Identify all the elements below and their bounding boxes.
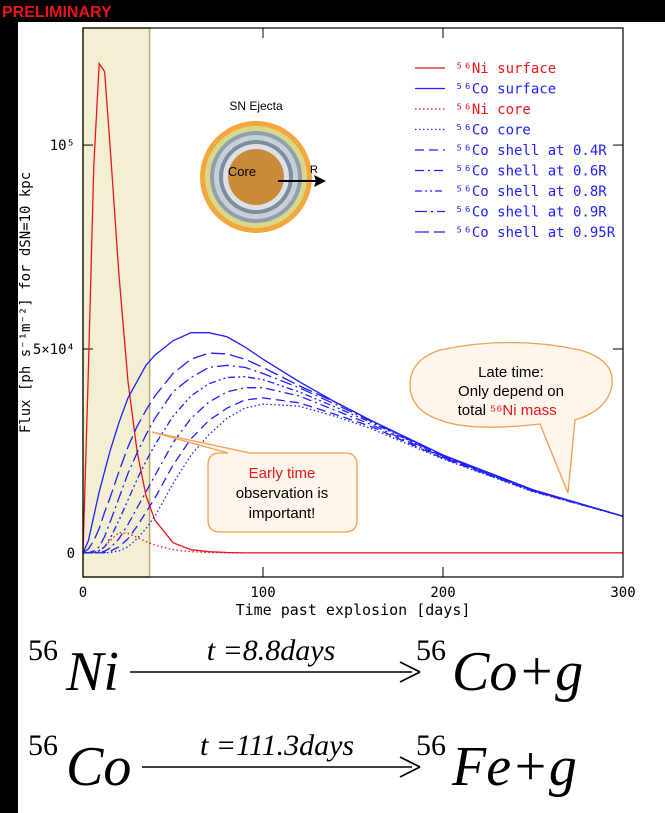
x-tick-label: 0 <box>79 585 87 601</box>
tag: PRELIMINARY <box>2 4 112 21</box>
legend-label: ⁵⁶Co shell at 0.6R <box>455 164 607 180</box>
mass-number: 56 <box>28 634 58 667</box>
callout-text: important! <box>249 505 316 522</box>
element: Co <box>66 736 131 798</box>
callout-text: ⁵⁶Ni mass <box>490 402 557 419</box>
callout-text: Early time <box>249 465 316 482</box>
series-line <box>82 332 624 554</box>
element: Fe+g <box>451 736 577 798</box>
callout-text: Late time: <box>478 364 544 381</box>
callout-early <box>151 431 358 533</box>
mass-number: 56 <box>416 729 446 762</box>
callout-text: observation is <box>236 485 329 502</box>
y-tick-label: 0 <box>67 546 75 562</box>
legend-label: ⁵⁶Ni core <box>455 102 531 118</box>
legend-label: ⁵⁶Co shell at 0.4R <box>455 143 607 159</box>
radius-arrowhead <box>314 175 326 187</box>
radius-label: R <box>310 164 318 176</box>
element: Ni <box>65 641 119 703</box>
x-tick-label: 100 <box>250 585 275 601</box>
half-life: t =111.3days <box>200 729 354 762</box>
series-line <box>83 397 624 554</box>
callout-late <box>409 341 613 494</box>
legend-label: ⁵⁶Co shell at 0.95R <box>455 225 616 241</box>
legend-label: ⁵⁶Ni surface <box>455 61 556 77</box>
y-axis-label: Flux [ph s⁻¹m⁻²] for dSN=10 kpc <box>18 172 34 433</box>
half-life: t =8.8days <box>207 634 336 667</box>
x-tick-label: 200 <box>430 585 455 601</box>
y-tick-label: 5×10⁴ <box>33 342 75 358</box>
series-line <box>83 403 624 554</box>
core-circle <box>228 149 284 205</box>
arrowhead <box>399 756 421 778</box>
legend-label: ⁵⁶Co shell at 0.9R <box>455 205 607 221</box>
series-line <box>83 376 624 554</box>
series-line <box>83 387 624 554</box>
series-line <box>82 61 623 554</box>
callout-text: total <box>458 402 486 419</box>
series-line <box>82 352 624 554</box>
series-line <box>83 364 624 554</box>
legend-label: ⁵⁶Co surface <box>455 82 556 98</box>
plot-frame <box>82 27 624 578</box>
arrowhead <box>399 661 421 683</box>
shaded-region <box>82 27 151 578</box>
mass-number: 56 <box>416 634 446 667</box>
legend-label: ⁵⁶Co core <box>455 123 531 139</box>
x-tick-label: 300 <box>610 585 635 601</box>
callout-text: Only depend on <box>458 383 564 400</box>
x-axis-label: Time past explosion [days] <box>236 601 471 619</box>
y-tick-label: 10⁵ <box>50 138 75 154</box>
element: Co+g <box>452 641 583 703</box>
mass-number: 56 <box>28 729 58 762</box>
diagram-title: SN Ejecta <box>229 99 283 113</box>
legend-label: ⁵⁶Co shell at 0.8R <box>455 184 607 200</box>
core-label: Core <box>228 164 256 179</box>
